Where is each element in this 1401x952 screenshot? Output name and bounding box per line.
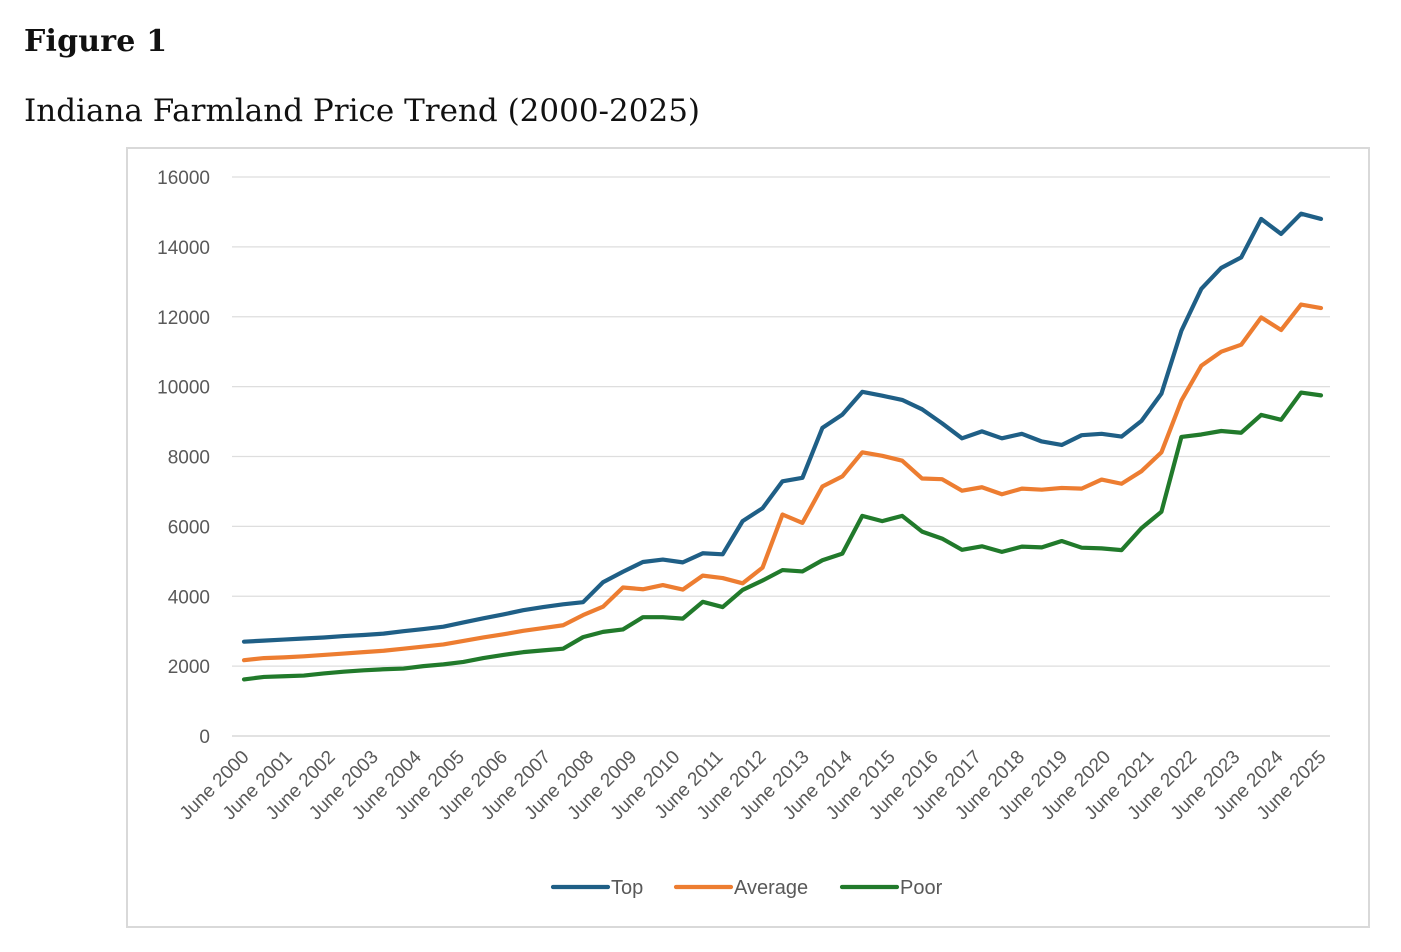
chart-frame bbox=[126, 147, 1370, 928]
figure-title: Indiana Farmland Price Trend (2000-2025) bbox=[24, 93, 701, 129]
y-tick-label: 14000 bbox=[157, 238, 210, 259]
legend-label: Top bbox=[611, 877, 643, 899]
series-line-top bbox=[241, 211, 1324, 644]
figure-label: Figure 1 bbox=[24, 24, 168, 59]
gridlines bbox=[232, 176, 1330, 737]
y-tick-label: 8000 bbox=[168, 448, 210, 469]
series-line-poor bbox=[241, 390, 1324, 682]
y-tick-label: 2000 bbox=[168, 657, 210, 678]
series-lines bbox=[241, 211, 1324, 682]
y-tick-label: 4000 bbox=[168, 587, 210, 608]
y-tick-label: 16000 bbox=[157, 168, 210, 189]
y-tick-label: 12000 bbox=[157, 308, 210, 329]
legend: Top Average Poor bbox=[550, 877, 943, 899]
legend-label: Average bbox=[734, 877, 808, 899]
y-tick-label: 0 bbox=[199, 727, 210, 748]
legend-label: Poor bbox=[900, 877, 943, 899]
series-line-average bbox=[241, 302, 1324, 663]
y-axis-ticks: 0 2000 4000 6000 8000 10000 12000 14000 16000 bbox=[157, 168, 210, 748]
y-tick-label: 10000 bbox=[157, 378, 210, 399]
y-tick-label: 6000 bbox=[168, 517, 210, 538]
